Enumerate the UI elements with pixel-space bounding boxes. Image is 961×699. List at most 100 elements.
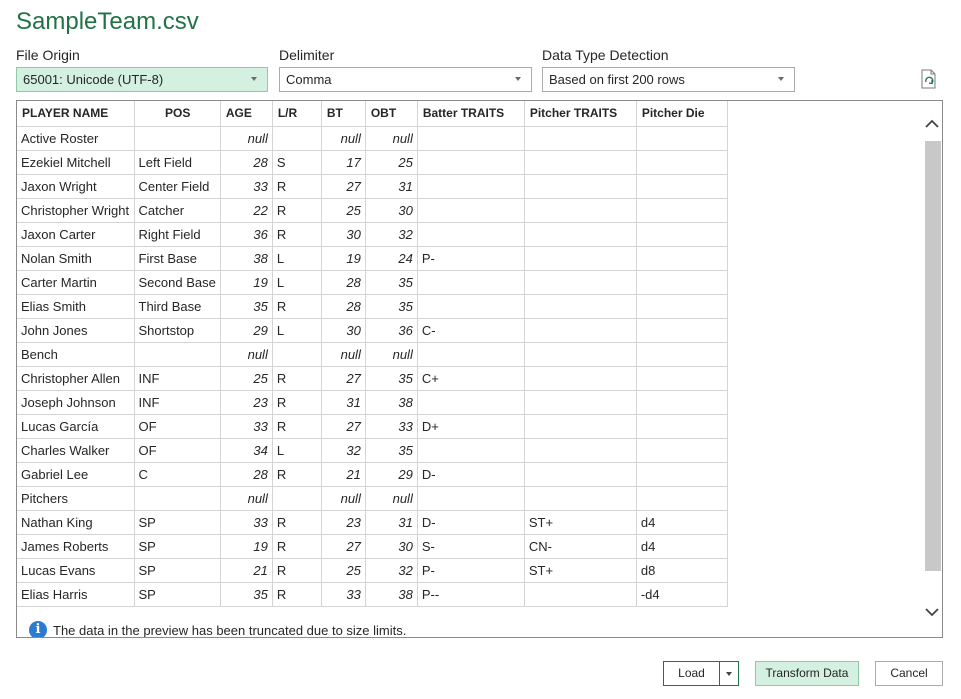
table-cell: R <box>272 390 322 415</box>
table-cell: CN- <box>524 534 637 559</box>
scroll-down-icon[interactable] <box>925 607 939 617</box>
delimiter-value: Comma <box>286 72 332 87</box>
table-row: Bench null null null <box>17 342 728 367</box>
scroll-up-icon[interactable] <box>925 119 939 129</box>
table-cell: Catcher <box>134 198 221 223</box>
table-cell: OF <box>134 414 221 439</box>
dropdown-arrow-icon <box>251 77 257 81</box>
table-cell: 35 <box>365 438 418 463</box>
table-cell <box>524 246 637 271</box>
window-title: SampleTeam.csv <box>16 8 199 35</box>
table-cell <box>524 294 637 319</box>
table-cell: Pitchers <box>17 486 135 511</box>
table-cell: 35 <box>365 366 418 391</box>
table-cell: 31 <box>365 174 418 199</box>
table-cell: R <box>272 198 322 223</box>
column-header[interactable]: AGE <box>220 101 273 127</box>
detection-select[interactable]: Based on first 200 rows <box>542 67 795 92</box>
table-cell: ST+ <box>524 510 637 535</box>
table-cell: null <box>220 342 273 367</box>
scroll-thumb[interactable] <box>925 141 941 571</box>
table-cell <box>524 390 637 415</box>
table-cell: R <box>272 534 322 559</box>
refresh-icon[interactable] <box>920 69 938 89</box>
table-cell: d4 <box>636 510 728 535</box>
table-row: Christopher Wright Catcher 22 R 25 30 <box>17 198 728 223</box>
table-cell <box>417 222 525 247</box>
table-cell: Shortstop <box>134 318 221 343</box>
column-header[interactable]: Pitcher Die <box>636 101 728 127</box>
table-cell: R <box>272 414 322 439</box>
table-cell: 21 <box>321 462 366 487</box>
table-row: Nolan Smith First Base 38 L 19 24 P- <box>17 246 728 271</box>
table-cell: null <box>365 486 418 511</box>
vertical-scrollbar[interactable] <box>922 101 942 637</box>
table-row: Christopher Allen INF 25 R 27 35 C+ <box>17 366 728 391</box>
table-cell: S <box>272 150 322 175</box>
table-cell: 33 <box>365 414 418 439</box>
table-cell: L <box>272 318 322 343</box>
table-cell: 23 <box>220 390 273 415</box>
table-cell: Lucas Evans <box>17 558 135 583</box>
table-cell: Left Field <box>134 150 221 175</box>
cancel-button[interactable]: Cancel <box>875 661 943 686</box>
delimiter-select[interactable]: Comma <box>279 67 532 92</box>
detection-value: Based on first 200 rows <box>549 72 685 87</box>
table-cell <box>524 342 637 367</box>
dropdown-arrow-icon <box>778 77 784 81</box>
table-cell: 33 <box>220 414 273 439</box>
table-cell: 30 <box>365 534 418 559</box>
table-cell <box>524 126 637 151</box>
table-cell: 28 <box>220 462 273 487</box>
table-cell: 35 <box>365 294 418 319</box>
column-header[interactable]: L/R <box>272 101 322 127</box>
table-cell <box>524 318 637 343</box>
table-cell: John Jones <box>17 318 135 343</box>
table-cell: 27 <box>321 366 366 391</box>
table-cell: 27 <box>321 414 366 439</box>
table-cell: SP <box>134 510 221 535</box>
table-cell: 27 <box>321 174 366 199</box>
column-header[interactable]: BT <box>321 101 366 127</box>
table-cell: 30 <box>321 222 366 247</box>
table-cell: 30 <box>365 198 418 223</box>
table-cell: 25 <box>365 150 418 175</box>
table-cell: Center Field <box>134 174 221 199</box>
column-header[interactable]: Batter TRAITS <box>417 101 525 127</box>
table-row: James Roberts SP 19 R 27 30 S- CN-d4 <box>17 534 728 559</box>
column-header[interactable]: PLAYER NAME <box>17 101 135 127</box>
table-cell: 34 <box>220 438 273 463</box>
transform-data-button[interactable]: Transform Data <box>755 661 859 686</box>
table-cell: Charles Walker <box>17 438 135 463</box>
table-cell: 33 <box>220 174 273 199</box>
table-cell: Jaxon Wright <box>17 174 135 199</box>
load-button[interactable]: Load <box>663 661 720 686</box>
table-cell <box>524 150 637 175</box>
table-cell <box>417 438 525 463</box>
table-cell: D- <box>417 510 525 535</box>
data-preview[interactable]: PLAYER NAME POS AGE L/R BT OBT Batter TR… <box>16 100 943 638</box>
table-cell: R <box>272 510 322 535</box>
table-cell: C- <box>417 318 525 343</box>
table-cell: INF <box>134 366 221 391</box>
column-header[interactable]: POS <box>134 101 221 127</box>
table-cell: null <box>321 126 366 151</box>
table-cell: P- <box>417 246 525 271</box>
column-header[interactable]: Pitcher TRAITS <box>524 101 637 127</box>
file-origin-select[interactable]: 65001: Unicode (UTF-8) <box>16 67 268 92</box>
table-cell <box>417 486 525 511</box>
load-dropdown-button[interactable] <box>719 661 739 686</box>
table-cell: Christopher Allen <box>17 366 135 391</box>
table-row: Gabriel Lee C 28 R 21 29 D- <box>17 462 728 487</box>
table-cell: null <box>365 342 418 367</box>
table-cell: Joseph Johnson <box>17 390 135 415</box>
table-cell <box>636 174 728 199</box>
table-cell: 25 <box>321 198 366 223</box>
table-cell: 32 <box>365 558 418 583</box>
table-cell <box>417 390 525 415</box>
table-cell: R <box>272 174 322 199</box>
table-cell: 38 <box>365 582 418 607</box>
table-cell: OF <box>134 438 221 463</box>
table-cell: 29 <box>365 462 418 487</box>
column-header[interactable]: OBT <box>365 101 418 127</box>
